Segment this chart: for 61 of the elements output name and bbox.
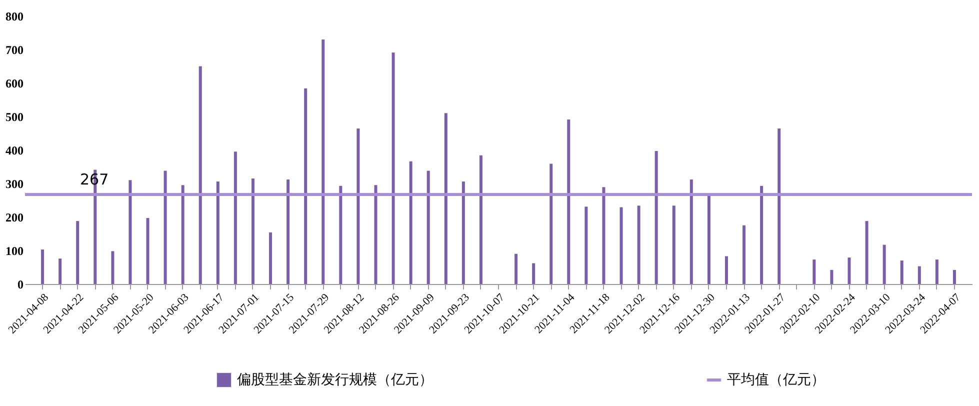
y-tick-label: 500 — [6, 110, 24, 124]
bar — [251, 178, 254, 284]
bar — [637, 206, 640, 284]
bar — [269, 232, 272, 284]
y-tick-label: 300 — [6, 177, 24, 191]
bar — [514, 254, 518, 284]
bar — [322, 39, 325, 284]
bar — [690, 179, 693, 284]
bar — [935, 260, 938, 284]
legend-label: 偏股型基金新发行规模（亿元） — [237, 372, 433, 388]
bar — [356, 128, 360, 284]
y-tick-label: 200 — [6, 210, 24, 224]
bar — [742, 225, 746, 284]
bar — [426, 170, 430, 284]
bar — [41, 249, 44, 284]
bar — [304, 88, 308, 284]
bar — [654, 151, 658, 284]
y-tick-label: 800 — [6, 10, 24, 24]
bar — [672, 206, 676, 284]
bar — [181, 185, 184, 284]
bar — [707, 196, 710, 284]
bar — [234, 152, 237, 284]
bar — [462, 181, 465, 284]
y-tick-label: 0 — [18, 278, 24, 292]
bar — [76, 221, 80, 284]
y-tick-label: 600 — [6, 76, 24, 90]
bar — [339, 186, 342, 284]
bar — [724, 256, 728, 284]
bar — [952, 270, 956, 284]
bar — [760, 186, 764, 284]
bar — [918, 266, 921, 284]
bar — [778, 128, 781, 284]
bar — [111, 251, 114, 284]
bar — [128, 180, 132, 284]
y-tick-label: 700 — [6, 43, 24, 57]
bar — [286, 179, 290, 284]
bar — [584, 206, 588, 284]
bar — [392, 52, 395, 284]
bar — [216, 181, 220, 284]
bar — [479, 155, 482, 284]
y-tick-label: 100 — [6, 244, 24, 258]
bar — [602, 187, 606, 284]
bar — [865, 221, 868, 284]
bar — [444, 113, 448, 284]
legend-label: 平均值（亿元） — [727, 372, 825, 388]
bar — [620, 207, 623, 284]
y-tick-label: 400 — [6, 144, 24, 158]
bar — [882, 244, 886, 284]
bar — [409, 161, 412, 284]
bar — [532, 263, 536, 284]
bar — [848, 258, 851, 284]
bar — [374, 185, 378, 284]
bar — [198, 66, 202, 284]
bar — [900, 260, 904, 284]
bar — [550, 164, 553, 284]
bar — [812, 260, 816, 284]
bar — [830, 270, 834, 284]
bar — [58, 258, 62, 284]
bar — [164, 170, 167, 284]
bar — [146, 218, 150, 284]
bar — [567, 120, 570, 284]
